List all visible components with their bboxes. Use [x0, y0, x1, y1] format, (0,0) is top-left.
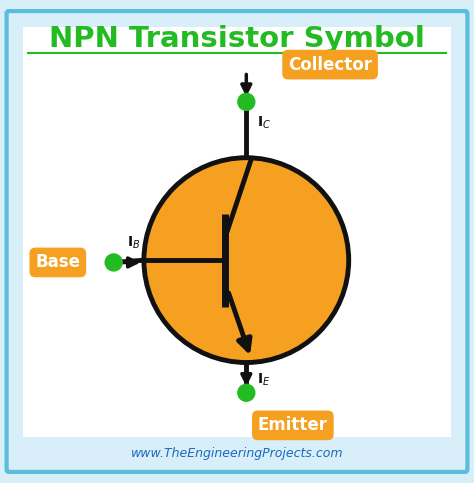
Text: Collector: Collector — [288, 56, 372, 73]
Circle shape — [144, 158, 349, 363]
Text: I$_C$: I$_C$ — [256, 114, 271, 131]
Circle shape — [238, 93, 255, 110]
Text: NPN Transistor Symbol: NPN Transistor Symbol — [49, 25, 425, 53]
Text: www.TheEngineeringProjects.com: www.TheEngineeringProjects.com — [131, 447, 343, 460]
Text: I$_E$: I$_E$ — [256, 372, 270, 388]
FancyBboxPatch shape — [23, 28, 451, 437]
Circle shape — [105, 254, 122, 271]
Text: Emitter: Emitter — [258, 416, 328, 434]
Text: Base: Base — [35, 254, 80, 271]
Text: I$_B$: I$_B$ — [127, 234, 141, 251]
FancyBboxPatch shape — [7, 11, 467, 472]
Circle shape — [238, 384, 255, 401]
